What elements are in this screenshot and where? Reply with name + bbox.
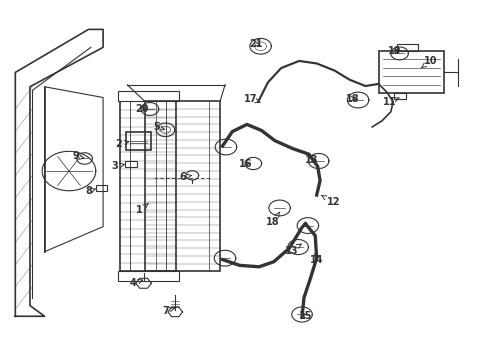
- Bar: [378, 51, 444, 93]
- Bar: [96, 185, 106, 191]
- Text: 10: 10: [420, 56, 437, 68]
- Bar: [120, 101, 176, 271]
- Text: 6: 6: [179, 172, 191, 182]
- Bar: [144, 101, 220, 271]
- Bar: [118, 91, 178, 101]
- Text: 2: 2: [115, 139, 129, 149]
- Text: 8: 8: [85, 186, 95, 197]
- Text: 1: 1: [136, 204, 148, 216]
- Bar: [393, 93, 406, 99]
- Text: 9: 9: [73, 151, 84, 161]
- Bar: [118, 271, 178, 282]
- Text: 7: 7: [162, 306, 174, 315]
- Text: 11: 11: [382, 97, 399, 107]
- Text: 20: 20: [135, 104, 148, 114]
- Text: 3: 3: [111, 161, 124, 171]
- Text: 18: 18: [265, 212, 279, 227]
- Text: 12: 12: [321, 195, 339, 207]
- Text: 4: 4: [130, 278, 142, 288]
- Text: 5: 5: [153, 122, 164, 132]
- Text: 13: 13: [305, 155, 318, 165]
- Text: 17: 17: [244, 94, 260, 104]
- Text: 14: 14: [309, 252, 323, 265]
- Text: 13: 13: [284, 244, 301, 256]
- Text: 15: 15: [299, 311, 312, 321]
- Bar: [396, 44, 417, 51]
- Text: 21: 21: [248, 39, 262, 49]
- Text: 16: 16: [239, 158, 252, 168]
- Text: 19: 19: [387, 46, 401, 56]
- Bar: [124, 161, 137, 167]
- Text: 18: 18: [346, 94, 359, 104]
